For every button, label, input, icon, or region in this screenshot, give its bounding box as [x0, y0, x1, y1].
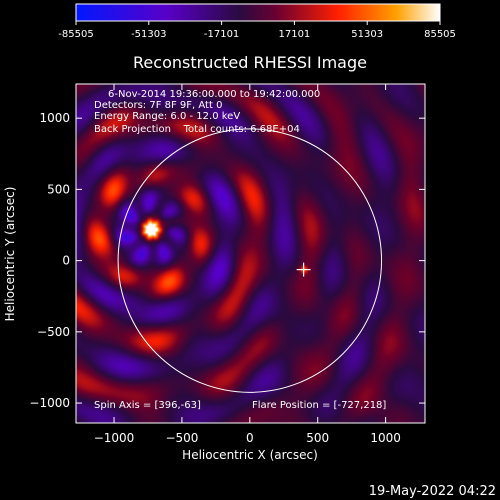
- x-tick-label: −1000: [94, 431, 135, 445]
- y-tick-label: 500: [47, 182, 70, 196]
- y-tick-label: −500: [37, 325, 70, 339]
- solar-limb-circle: [117, 128, 383, 393]
- x-tick-label: 500: [306, 431, 329, 445]
- plot-area: −1000 −500 0 500 1000 −1000 −500 0 500 1000: [29, 83, 426, 445]
- flare-position-label: Flare Position = [-727,218]: [252, 400, 386, 411]
- spin-axis-label: Spin Axis = [396,-63]: [94, 400, 201, 411]
- colorbar-tick-label: 51303: [351, 29, 383, 40]
- plot-frame: [75, 83, 426, 424]
- colorbar-ticks: -85505 -51303 -17101 17101 51303 85505: [58, 21, 456, 40]
- footer-timestamp: 19-May-2022 04:22: [369, 484, 496, 499]
- colorbar: -85505 -51303 -17101 17101 51303 85505: [58, 3, 456, 40]
- colorbar-tick-label: 85505: [424, 29, 456, 40]
- info-line-time: 6-Nov-2014 19:36:00.000 to 19:42:00.000: [108, 89, 320, 100]
- y-tick-label: 0: [62, 254, 70, 268]
- colorbar-gradient: [75, 3, 441, 22]
- y-axis-label: Heliocentric Y (arcsec): [3, 187, 17, 322]
- y-tick-label: −1000: [29, 396, 70, 410]
- x-tick-label: 1000: [370, 431, 401, 445]
- colorbar-tick-label: -85505: [58, 29, 93, 40]
- colorbar-tick-label: -17101: [204, 29, 239, 40]
- y-tick-label: 1000: [39, 111, 70, 125]
- x-axis-label: Heliocentric X (arcsec): [182, 448, 318, 462]
- heatmap-image: [76, 84, 425, 423]
- colorbar-tick-label: -51303: [131, 29, 166, 40]
- info-line-energy: Energy Range: 6.0 - 12.0 keV: [94, 111, 240, 122]
- crosshair-marker: [296, 262, 311, 277]
- info-annotations: 6-Nov-2014 19:36:00.000 to 19:42:00.000 …: [94, 89, 386, 411]
- axis-ticks: −1000 −500 0 500 1000 −1000 −500 0 500 1000: [29, 84, 425, 445]
- info-line-method: Back Projection Total counts: 6.68E+04: [94, 124, 300, 135]
- x-tick-label: −500: [165, 431, 198, 445]
- info-line-detectors: Detectors: 7F 8F 9F, Att 0: [94, 100, 222, 111]
- chart-title: Reconstructed RHESSI Image: [133, 53, 367, 72]
- x-tick-label: 0: [246, 431, 254, 445]
- colorbar-tick-label: 17101: [278, 29, 310, 40]
